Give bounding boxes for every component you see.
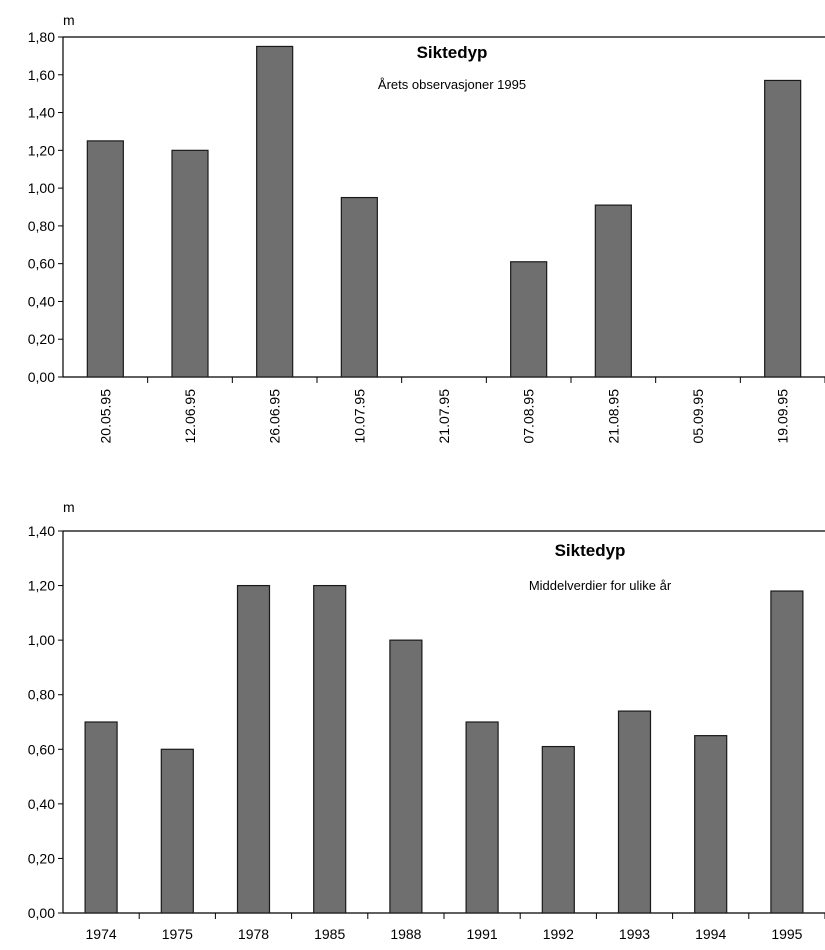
bar-07.08.95 bbox=[510, 261, 548, 378]
y-tick-label: 0,20 bbox=[28, 850, 55, 866]
bar-12.06.95 bbox=[171, 149, 209, 378]
bar-21.08.95 bbox=[594, 204, 632, 378]
x-tick-labels: 20.05.95 12.06.95 26.06.95 10.07.95 21.07.95… bbox=[97, 377, 825, 444]
y-tick-label: 1,00 bbox=[28, 180, 55, 196]
y-tick-label: 0,40 bbox=[28, 293, 55, 309]
x-tick-label: 21.08.95 bbox=[605, 389, 621, 444]
chart-subtitle: Middelverdier for ulike år bbox=[529, 578, 672, 593]
x-tick-label: 1975 bbox=[162, 926, 193, 942]
y-tick-label: 1,80 bbox=[28, 29, 55, 45]
x-tick-labels: 1974 1975 1978 1985 1988 1991 1992 1993 1994 1995 bbox=[86, 913, 825, 942]
bars bbox=[86, 45, 802, 378]
chart-subtitle: Årets observasjoner 1995 bbox=[378, 77, 526, 92]
x-tick-label: 1974 bbox=[86, 926, 117, 942]
y-tick-label: 0,80 bbox=[28, 218, 55, 234]
y-tick-label: 1,00 bbox=[28, 632, 55, 648]
y-tick-label: 0,60 bbox=[28, 741, 55, 757]
x-tick-label: 10.07.95 bbox=[351, 389, 367, 444]
bar-1975 bbox=[160, 748, 194, 914]
x-tick-label: 1978 bbox=[238, 926, 269, 942]
y-tick-label: 1,20 bbox=[28, 578, 55, 594]
y-tick-label: 1,20 bbox=[28, 142, 55, 158]
x-tick-label: 1991 bbox=[467, 926, 498, 942]
x-tick-label: 1995 bbox=[771, 926, 802, 942]
x-tick-label: 1988 bbox=[390, 926, 421, 942]
x-tick-label: 12.06.95 bbox=[182, 389, 198, 444]
bars bbox=[84, 584, 804, 914]
y-tick-label: 1,60 bbox=[28, 67, 55, 83]
chart-title: Siktedyp bbox=[417, 43, 488, 62]
y-tick-label: 1,40 bbox=[28, 523, 55, 539]
bar-1985 bbox=[313, 584, 347, 914]
x-tick-label: 26.06.95 bbox=[267, 389, 283, 444]
bar-1993 bbox=[617, 710, 652, 914]
x-tick-label: 1993 bbox=[619, 926, 650, 942]
x-tick-label: 19.09.95 bbox=[775, 389, 791, 444]
bar-1974 bbox=[84, 721, 118, 914]
x-tick-label: 1994 bbox=[695, 926, 726, 942]
bar-1992 bbox=[541, 745, 575, 914]
y-tick-labels: 0,00 0,20 0,40 0,60 0,80 1,00 1,20 1,40 1,60 1,80 bbox=[28, 29, 63, 385]
bar-19.09.95 bbox=[764, 79, 802, 378]
chart-title: Siktedyp bbox=[555, 541, 626, 560]
y-tick-labels: 0,00 0,20 0,40 0,60 0,80 1,00 1,20 1,40 bbox=[28, 523, 63, 921]
x-tick-label: 21.07.95 bbox=[436, 389, 452, 444]
y-tick-label: 0,60 bbox=[28, 256, 55, 272]
bar-1991 bbox=[465, 721, 499, 914]
y-tick-label: 0,00 bbox=[28, 369, 55, 385]
bar-1994 bbox=[694, 735, 728, 914]
y-unit-label: m bbox=[63, 12, 75, 28]
bar-1988 bbox=[389, 639, 423, 914]
y-unit-label: m bbox=[63, 499, 75, 515]
bar-26.06.95 bbox=[256, 45, 294, 378]
y-tick-label: 0,20 bbox=[28, 331, 55, 347]
x-tick-label: 20.05.95 bbox=[97, 389, 113, 444]
bar-10.07.95 bbox=[340, 196, 378, 378]
x-tick-label: 07.08.95 bbox=[521, 389, 537, 444]
y-tick-label: 1,40 bbox=[28, 105, 55, 121]
x-tick-label: 1992 bbox=[543, 926, 574, 942]
y-tick-label: 0,40 bbox=[28, 796, 55, 812]
y-tick-label: 0,00 bbox=[28, 905, 55, 921]
bar-1978 bbox=[236, 584, 271, 914]
chart-mean-values-per-year: m Siktedyp Middelverdier for ulike år 0,… bbox=[28, 499, 825, 942]
y-tick-label: 0,80 bbox=[28, 687, 55, 703]
bar-20.05.95 bbox=[86, 140, 124, 378]
x-tick-label: 1985 bbox=[314, 926, 345, 942]
bar-1995 bbox=[770, 590, 804, 914]
x-tick-label: 05.09.95 bbox=[690, 389, 706, 444]
chart-observations-1995: m Siktedyp Årets observasjoner 1995 0,00… bbox=[28, 12, 825, 444]
